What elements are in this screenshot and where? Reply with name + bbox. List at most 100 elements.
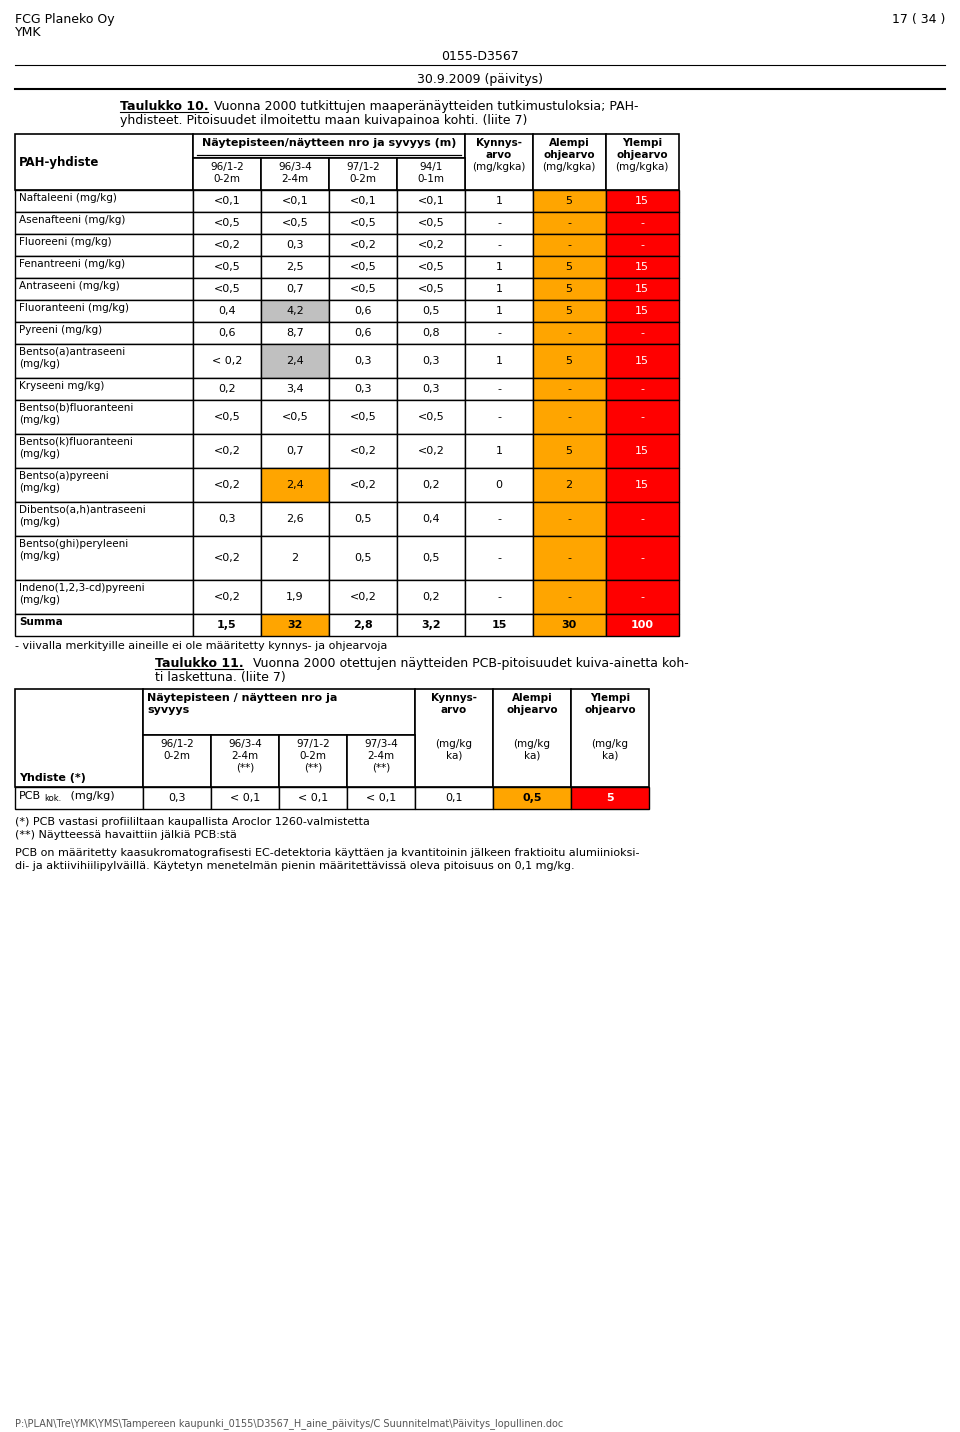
Bar [329, 378, 397, 400]
Text: di- ja aktiivihiilipylväillä. Käytetyn menetelmän pienin määritettävissä oleva p: di- ja aktiivihiilipylväillä. Käytetyn m… [15, 861, 575, 871]
Text: 5: 5 [606, 793, 613, 803]
Text: -: - [567, 553, 571, 563]
Text: Antraseeni (mg/kg): Antraseeni (mg/kg) [19, 281, 120, 291]
Text: Indeno(1,2,3-cd)pyreeni
(mg/kg): Indeno(1,2,3-cd)pyreeni (mg/kg) [19, 583, 145, 604]
Bar [15, 322, 193, 344]
Text: yhdisteet. Pitoisuudet ilmoitettu maan kuivapainoa kohti. (liite 7): yhdisteet. Pitoisuudet ilmoitettu maan k… [120, 115, 527, 127]
Bar [465, 400, 533, 434]
Bar [193, 158, 261, 190]
Bar [493, 689, 571, 788]
Bar [606, 378, 679, 400]
Text: 5: 5 [565, 284, 572, 294]
Text: 15: 15 [635, 480, 649, 490]
Text: 94/1
0-1m: 94/1 0-1m [418, 162, 444, 183]
Text: 32: 32 [287, 620, 302, 630]
Bar [415, 788, 493, 809]
Bar [15, 190, 193, 212]
Bar [329, 233, 397, 256]
Bar [465, 468, 533, 503]
Text: P:\PLAN\Tre\YMK\YMS\Tampereen kaupunki_0155\D3567_H_aine_päivitys/C Suunnitelmat: P:\PLAN\Tre\YMK\YMS\Tampereen kaupunki_0… [15, 1418, 564, 1429]
Text: -: - [640, 591, 644, 601]
Bar [15, 614, 193, 636]
Bar [15, 468, 193, 503]
Text: -: - [640, 241, 644, 251]
Text: 0,2: 0,2 [218, 384, 236, 394]
Bar [397, 299, 465, 322]
Bar [329, 503, 397, 536]
Bar [465, 256, 533, 278]
Bar [606, 434, 679, 468]
Text: 4,2: 4,2 [286, 306, 304, 316]
Text: <0,5: <0,5 [349, 262, 376, 272]
Bar [397, 503, 465, 536]
Bar [397, 212, 465, 233]
Text: Fenantreeni (mg/kg): Fenantreeni (mg/kg) [19, 259, 125, 269]
Bar [533, 135, 606, 190]
Bar [329, 614, 397, 636]
Text: 15: 15 [635, 357, 649, 367]
Text: Ylempi
ohjearvo: Ylempi ohjearvo [616, 137, 668, 159]
Bar [261, 212, 329, 233]
Text: <0,1: <0,1 [214, 196, 240, 206]
Text: Bentso(k)fluoranteeni
(mg/kg): Bentso(k)fluoranteeni (mg/kg) [19, 437, 132, 458]
Text: 97/3-4
2-4m
(**): 97/3-4 2-4m (**) [364, 739, 397, 772]
Text: FCG Planeko Oy: FCG Planeko Oy [15, 13, 114, 26]
Bar [15, 233, 193, 256]
Text: -: - [497, 384, 501, 394]
Bar [15, 256, 193, 278]
Text: (mg/kgka): (mg/kgka) [615, 162, 669, 172]
Bar [606, 536, 679, 580]
Text: Kryseeni mg/kg): Kryseeni mg/kg) [19, 381, 105, 391]
Text: 1: 1 [495, 306, 502, 316]
Text: 100: 100 [631, 620, 654, 630]
Text: Bentso(a)pyreeni
(mg/kg): Bentso(a)pyreeni (mg/kg) [19, 471, 108, 493]
Text: (mg/kg
ka): (mg/kg ka) [591, 739, 629, 760]
Text: 1: 1 [495, 357, 502, 367]
Bar [397, 256, 465, 278]
Text: 0,8: 0,8 [422, 328, 440, 338]
Bar [533, 614, 606, 636]
Bar [329, 400, 397, 434]
Bar [465, 580, 533, 614]
Bar [606, 278, 679, 299]
Text: <0,1: <0,1 [349, 196, 376, 206]
Bar [397, 322, 465, 344]
Text: -: - [640, 553, 644, 563]
Bar [261, 158, 329, 190]
Text: - viivalla merkityille aineille ei ole määritetty kynnys- ja ohjearvoja: - viivalla merkityille aineille ei ole m… [15, 642, 388, 652]
Text: 0,7: 0,7 [286, 445, 303, 455]
Bar [606, 468, 679, 503]
Text: YMK: YMK [15, 26, 41, 39]
Bar [261, 614, 329, 636]
Text: Naftaleeni (mg/kg): Naftaleeni (mg/kg) [19, 193, 117, 203]
Text: 0,6: 0,6 [218, 328, 236, 338]
Bar [397, 468, 465, 503]
Text: <0,5: <0,5 [418, 218, 444, 228]
Bar [193, 468, 261, 503]
Bar [571, 788, 649, 809]
Text: 15: 15 [635, 284, 649, 294]
Text: 0,7: 0,7 [286, 284, 303, 294]
Text: 0,5: 0,5 [422, 306, 440, 316]
Text: Näytepisteen/näytteen nro ja syvyys (m): Näytepisteen/näytteen nro ja syvyys (m) [202, 137, 456, 147]
Text: Taulukko 11.: Taulukko 11. [155, 657, 244, 670]
Text: <0,5: <0,5 [418, 284, 444, 294]
Bar [193, 580, 261, 614]
Bar [571, 689, 649, 788]
Text: < 0,2: < 0,2 [212, 357, 242, 367]
Bar [533, 536, 606, 580]
Bar [329, 299, 397, 322]
Bar [606, 256, 679, 278]
Text: 2,4: 2,4 [286, 357, 304, 367]
Text: 0,2: 0,2 [422, 480, 440, 490]
Bar [193, 434, 261, 468]
Text: <0,2: <0,2 [349, 241, 376, 251]
Text: -: - [640, 218, 644, 228]
Bar [15, 689, 143, 788]
Bar [193, 278, 261, 299]
Text: Bentso(a)antraseeni
(mg/kg): Bentso(a)antraseeni (mg/kg) [19, 347, 125, 368]
Text: <0,5: <0,5 [214, 412, 240, 422]
Bar [261, 400, 329, 434]
Bar [261, 378, 329, 400]
Text: 30: 30 [562, 620, 577, 630]
